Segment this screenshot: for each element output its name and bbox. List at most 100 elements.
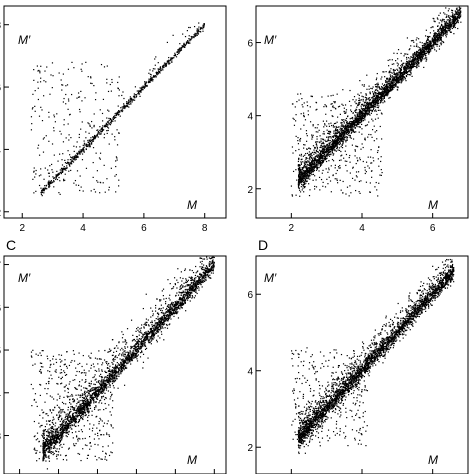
panel-b-point <box>432 26 434 28</box>
panel-b-point <box>412 58 414 60</box>
panel-b-point <box>322 150 325 153</box>
panel-a-point <box>201 27 203 29</box>
panel-b-point <box>346 115 349 118</box>
panel-c-point <box>138 344 140 346</box>
panel-a-point <box>63 178 65 180</box>
panel-b-point <box>372 108 374 111</box>
panel-b-point <box>305 170 307 172</box>
panel-a-point <box>134 86 137 88</box>
panel-b-point <box>404 78 406 80</box>
panel-b-point <box>409 67 411 69</box>
panel-b-point <box>425 48 427 50</box>
panel-b-point <box>304 144 306 146</box>
panel-b-point <box>322 142 324 144</box>
panel-b-point <box>437 38 439 40</box>
panel-b-point <box>399 79 401 81</box>
panel-b-point <box>455 22 457 25</box>
panel-a-point <box>39 81 42 83</box>
panel-b-point <box>418 51 420 53</box>
panel-b-point <box>375 181 377 184</box>
panel-b-point <box>363 85 365 87</box>
panel-b-point <box>444 25 446 27</box>
panel-b-point <box>437 41 439 43</box>
panel-b-point <box>306 167 309 170</box>
panel-b-point <box>458 6 460 8</box>
panel-a-point <box>180 49 183 51</box>
panel-b-point <box>458 11 460 13</box>
panel-a-point <box>124 107 126 110</box>
panel-b-point <box>373 92 375 94</box>
panel-b-point <box>376 98 378 100</box>
panel-b-point <box>381 171 383 174</box>
panel-a-point <box>104 124 106 126</box>
panel-b-point <box>455 11 457 13</box>
panel-b-point <box>310 162 312 164</box>
panel-a-point <box>75 154 77 156</box>
panel-b-point <box>303 115 305 117</box>
panel-b-point <box>331 135 333 138</box>
panel-b-point <box>372 120 374 122</box>
panel-c-point <box>197 285 199 288</box>
panel-b-point <box>346 125 349 127</box>
panel-b-point <box>398 76 400 79</box>
panel-b-point <box>332 136 334 138</box>
panel-a-point <box>35 190 37 192</box>
panel-b-point <box>448 19 450 21</box>
panel-a-point <box>68 163 70 165</box>
panel-a-point <box>68 161 70 164</box>
panel-b-point <box>309 163 311 165</box>
panel-b-point <box>328 160 330 162</box>
panel-b-point <box>456 17 458 20</box>
panel-a-point <box>137 90 140 92</box>
panel-b-point <box>306 175 308 177</box>
panel-b-point <box>390 84 392 86</box>
panel-b-point <box>363 104 366 106</box>
panel-b-point <box>394 79 397 81</box>
panel-b-point <box>372 102 374 104</box>
panel-b-point <box>311 164 313 166</box>
panel-b-point <box>328 136 330 138</box>
panel-b-point <box>389 74 391 76</box>
panel-b-point <box>453 15 455 17</box>
panel-b-point <box>415 39 417 41</box>
panel-a-point <box>76 141 78 143</box>
panel-b-point <box>342 137 344 139</box>
panel-a-point <box>43 187 45 189</box>
panel-b-point <box>331 145 333 148</box>
panel-b-point <box>386 81 388 83</box>
panel-b-point <box>306 176 308 178</box>
panel-a-point <box>73 182 75 184</box>
panel-b-point <box>430 46 433 48</box>
panel-b-point <box>418 63 420 65</box>
panel-a-point <box>77 184 80 186</box>
panel-b-point <box>402 73 405 75</box>
panel-a-point <box>115 174 117 176</box>
panel-b-point <box>322 161 324 163</box>
panel-b-point <box>345 193 347 195</box>
panel-b-point <box>331 152 334 154</box>
panel-c-letter: C <box>6 237 16 253</box>
panel-b-point <box>415 53 417 56</box>
panel-b-point <box>316 141 318 143</box>
panel-a-point <box>144 84 146 86</box>
panel-b-point <box>426 59 428 61</box>
panel-b-point <box>331 103 333 105</box>
panel-b-point <box>383 87 385 89</box>
panel-c-point <box>116 365 118 368</box>
panel-b-point <box>377 103 380 105</box>
panel-b-point <box>441 34 443 36</box>
panel-b-point <box>460 10 462 12</box>
panel-a-point <box>191 36 194 38</box>
panel-a-point <box>105 122 107 124</box>
panel-b-point <box>403 66 405 68</box>
panel-b-point <box>391 86 393 88</box>
panel-b-point <box>303 147 305 149</box>
panel-b-point <box>352 129 354 131</box>
panel-b-point <box>340 137 342 139</box>
panel-b-point <box>314 158 316 160</box>
panel-b-point <box>330 146 332 148</box>
panel-b-point <box>422 53 424 56</box>
panel-b-point <box>343 107 345 109</box>
panel-b-point <box>405 62 407 64</box>
panel-b-point <box>361 108 363 110</box>
